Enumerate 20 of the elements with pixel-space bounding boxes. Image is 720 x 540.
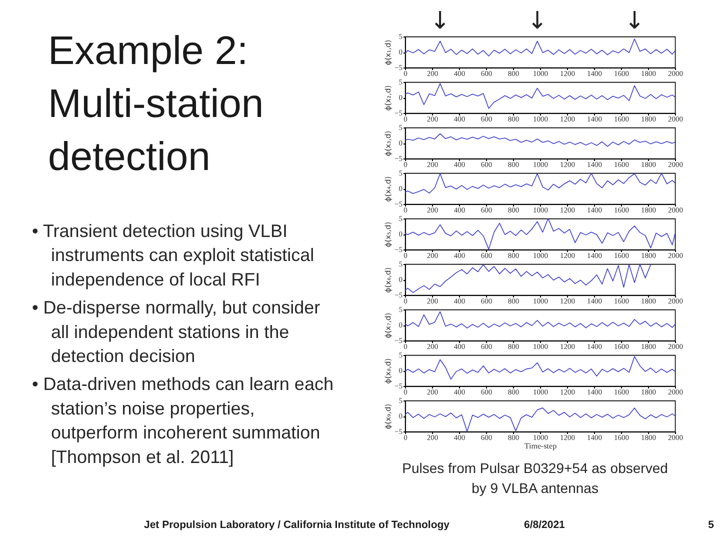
text: • Transient detection using VLBI instruments can exploit statistical independence of local RFI — [32, 221, 314, 290]
line-series — [405, 264, 652, 293]
x-axis-title: Time-step — [524, 442, 557, 450]
line-series — [405, 356, 675, 380]
text: Example 2: Multi-station detection — [48, 29, 264, 179]
line-series — [405, 311, 675, 328]
text: ↓ — [624, 6, 645, 34]
line-series — [405, 173, 675, 194]
text: • Data-driven methods can learn each station’s noise properties, outperform incoherent summation [Thompson et al. 2011] — [32, 374, 334, 467]
line-series — [405, 38, 675, 56]
text: 5 — [708, 519, 714, 531]
line-series — [405, 218, 675, 250]
text: • De-disperse normally, but consider all independent stations in the detection decision — [32, 298, 320, 366]
text: ↓ — [527, 6, 548, 34]
text: 6/8/2021 — [524, 519, 566, 531]
text: Jet Propulsion Laboratory / California Institute of Technology — [144, 519, 450, 531]
text: ↓ — [430, 6, 450, 34]
line-series — [405, 133, 675, 147]
text: Pulses from Pulsar B0329+54 as observed by 9 VLBA antennas — [402, 460, 668, 496]
line-series — [405, 83, 675, 109]
